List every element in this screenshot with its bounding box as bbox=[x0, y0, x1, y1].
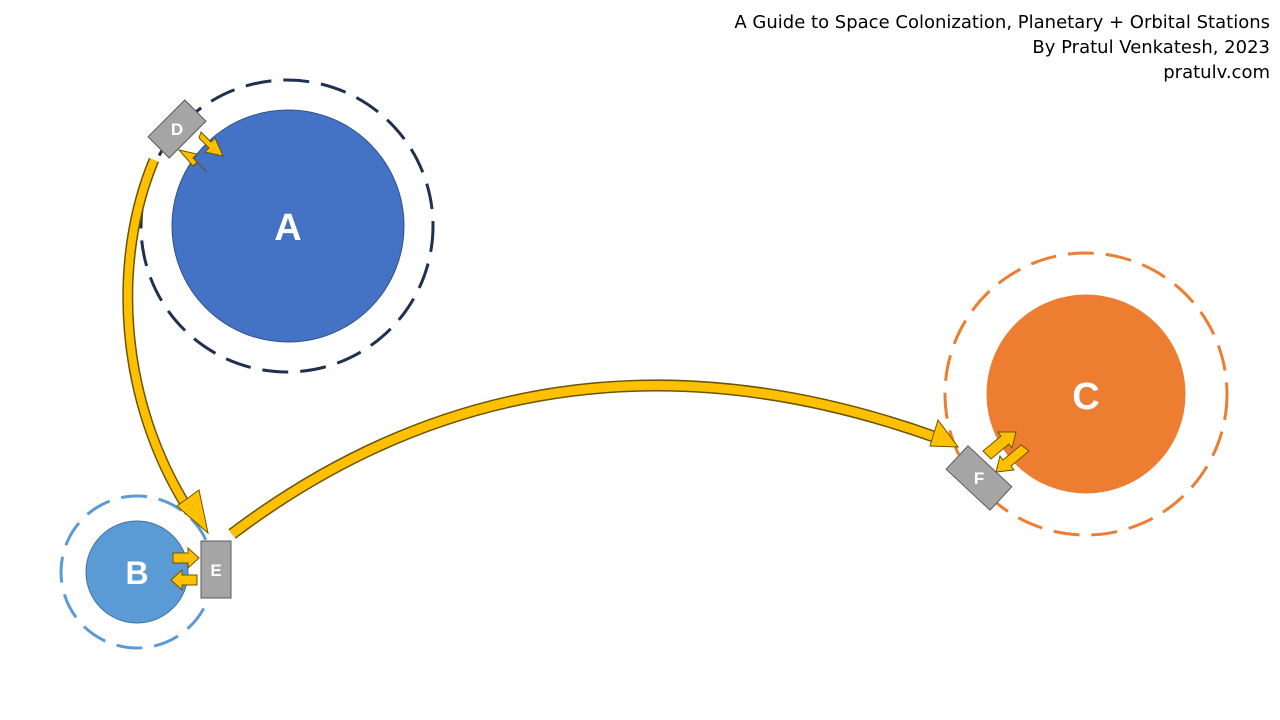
planet-c-group: C bbox=[943, 251, 1229, 537]
planet-c bbox=[986, 294, 1186, 494]
station-d-group: D bbox=[147, 99, 224, 173]
planet-c-label: C bbox=[1072, 376, 1099, 418]
planet-a-orbit bbox=[139, 78, 435, 374]
station-d-transfer-arrow-in bbox=[198, 131, 224, 157]
route-d-to-e-arrowhead bbox=[176, 489, 209, 535]
station-f-group: F bbox=[945, 431, 1030, 511]
planet-a bbox=[171, 109, 405, 343]
author-credit: By Pratul Venkatesh, 2023 bbox=[1032, 37, 1270, 58]
planet-b-label: B bbox=[125, 555, 148, 591]
station-e-group: E bbox=[170, 540, 232, 599]
station-d-label: D bbox=[171, 120, 183, 139]
station-f-label: F bbox=[974, 469, 984, 488]
credits-block: A Guide to Space Colonization, Planetary… bbox=[734, 10, 1270, 85]
station-f-transfer-arrow-in bbox=[995, 444, 1030, 473]
planet-b bbox=[85, 520, 189, 624]
station-f bbox=[945, 445, 1013, 511]
station-e bbox=[200, 540, 232, 599]
planet-b-group: B bbox=[59, 494, 215, 650]
diagram-title: A Guide to Space Colonization, Planetary… bbox=[734, 12, 1270, 33]
planet-a-group: A bbox=[139, 78, 435, 374]
route-d-to-e bbox=[122, 157, 209, 535]
station-d bbox=[147, 99, 207, 159]
website-link[interactable]: pratulv.com bbox=[1163, 62, 1270, 83]
route-e-to-f-arrowhead bbox=[929, 418, 960, 448]
station-e-transfer-arrow-in bbox=[172, 546, 200, 570]
route-e-to-f bbox=[228, 379, 960, 539]
planet-c-orbit bbox=[943, 251, 1229, 537]
station-e-transfer-arrow-out bbox=[170, 568, 198, 592]
planet-a-label: A bbox=[274, 207, 301, 249]
station-d-transfer-arrow-out bbox=[177, 149, 208, 173]
station-f-transfer-arrow-out bbox=[982, 431, 1017, 460]
station-e-label: E bbox=[210, 561, 221, 580]
